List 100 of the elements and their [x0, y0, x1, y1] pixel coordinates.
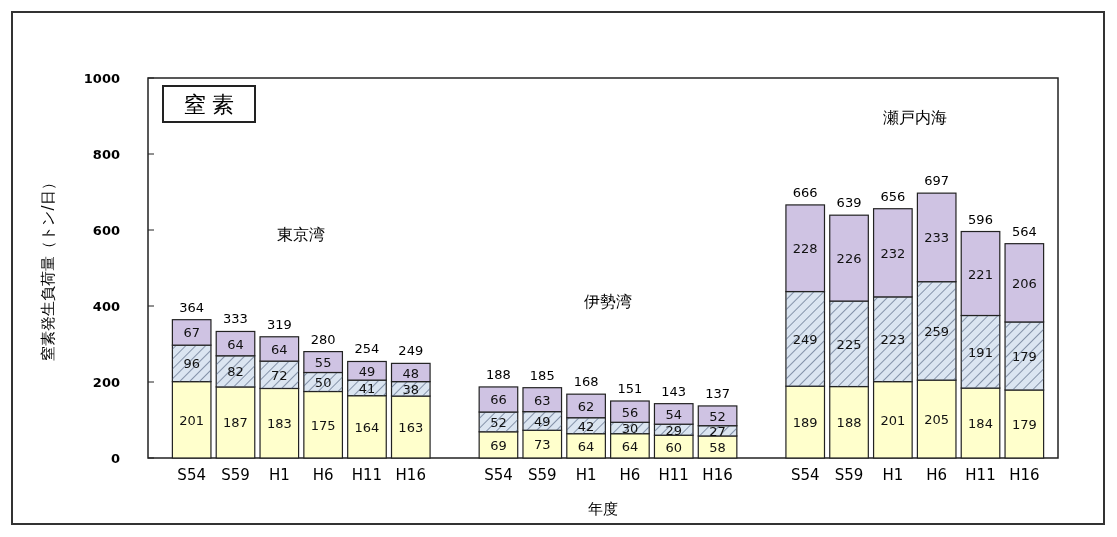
data-label: 82 [227, 364, 244, 380]
data-label: 69 [490, 437, 507, 453]
data-label: 49 [533, 413, 551, 429]
data-label: 64 [621, 438, 639, 454]
data-label: 54 [665, 406, 683, 422]
total-label: 249 [398, 343, 424, 359]
data-label: 56 [621, 404, 639, 420]
data-label: 249 [792, 331, 818, 347]
data-label: 72 [271, 367, 288, 383]
x-tick-label: H16 [702, 466, 733, 484]
data-label: 64 [227, 336, 244, 352]
data-label: 183 [266, 416, 292, 432]
data-label: 191 [968, 344, 993, 360]
data-label: 163 [398, 420, 424, 436]
total-label: 151 [617, 381, 643, 396]
x-tick-label: S59 [221, 466, 250, 484]
y-tick-label: 0 [110, 451, 120, 466]
annotation: 瀬戸内海 [882, 108, 947, 127]
x-tick-label: S54 [790, 466, 820, 484]
data-label: 38 [402, 381, 420, 397]
data-label: 184 [968, 416, 993, 432]
total-label: 168 [573, 374, 599, 390]
total-label: 137 [705, 385, 730, 401]
data-label: 55 [314, 355, 332, 371]
y-axis-title: 窒素発生負荷量（トン/日） [39, 175, 57, 361]
data-label: 48 [402, 365, 420, 381]
data-label: 66 [490, 392, 507, 408]
y-tick-label: 1000 [83, 71, 120, 86]
total-label: 319 [266, 316, 292, 332]
x-tick-label: H1 [575, 466, 597, 484]
data-label: 233 [924, 230, 950, 246]
data-label: 188 [836, 415, 862, 431]
total-label: 280 [310, 331, 336, 347]
data-label: 259 [924, 323, 950, 339]
data-label: 205 [924, 412, 950, 428]
data-label: 96 [183, 356, 200, 372]
x-tick-label: H16 [395, 466, 426, 484]
data-label: 221 [968, 266, 993, 282]
total-label: 639 [836, 195, 862, 211]
total-label: 697 [924, 173, 950, 189]
x-tick-label: H16 [1009, 466, 1040, 484]
data-label: 225 [836, 336, 862, 352]
data-label: 50 [314, 375, 332, 390]
data-label: 42 [577, 418, 595, 434]
data-label: 228 [792, 241, 818, 257]
x-tick-label: S59 [834, 466, 864, 484]
x-tick-label: H6 [619, 466, 641, 484]
total-label: 564 [1011, 223, 1037, 239]
data-label: 58 [709, 439, 726, 455]
data-label: 187 [223, 415, 248, 431]
data-label: 63 [533, 392, 551, 408]
total-label: 254 [354, 341, 380, 357]
x-tick-label: H11 [351, 466, 383, 484]
data-label: 52 [490, 414, 507, 430]
data-label: 179 [1011, 416, 1037, 432]
x-tick-label: H6 [312, 466, 334, 484]
total-label: 596 [968, 211, 993, 227]
x-tick-label: S59 [527, 466, 557, 484]
x-tick-label: H1 [268, 466, 290, 484]
data-label: 175 [310, 417, 336, 433]
data-label: 232 [880, 245, 906, 261]
data-label: 30 [621, 420, 639, 436]
total-label: 666 [792, 184, 818, 200]
total-label: 188 [486, 366, 511, 382]
data-label: 164 [354, 419, 380, 435]
total-label: 333 [223, 311, 248, 327]
x-axis-title: 年度 [588, 500, 618, 518]
x-tick-label: H11 [965, 466, 996, 484]
total-label: 364 [179, 299, 205, 315]
x-tick-label: H1 [882, 466, 904, 484]
data-label: 29 [665, 422, 683, 438]
data-label: 201 [179, 412, 205, 428]
text: 窒 素 [183, 92, 235, 117]
data-label: 62 [577, 398, 595, 414]
y-tick-label: 200 [92, 375, 120, 390]
data-label: 27 [709, 423, 726, 439]
total-label: 185 [529, 367, 555, 383]
y-tick-label: 400 [92, 299, 120, 314]
data-label: 201 [880, 412, 906, 428]
x-tick-label: H11 [658, 466, 689, 484]
data-label: 64 [577, 438, 595, 454]
data-label: 49 [358, 363, 376, 379]
data-label: 64 [271, 341, 288, 357]
data-label: 67 [183, 325, 200, 341]
data-label: 189 [792, 415, 818, 431]
data-label: 52 [709, 408, 726, 424]
annotation: 東京湾 [277, 224, 326, 244]
data-label: 73 [533, 437, 551, 453]
x-tick-label: S54 [484, 466, 513, 484]
y-tick-label: 800 [92, 147, 120, 162]
x-tick-label: S54 [177, 466, 206, 484]
annotation: 伊勢湾 [584, 291, 632, 311]
data-label: 179 [1011, 348, 1037, 364]
total-label: 656 [880, 188, 906, 204]
data-label: 41 [358, 380, 376, 396]
data-label: 60 [665, 439, 683, 455]
data-label: 206 [1011, 275, 1037, 291]
y-tick-label: 600 [92, 223, 120, 238]
x-tick-label: H6 [926, 466, 948, 484]
data-label: 223 [880, 332, 906, 348]
